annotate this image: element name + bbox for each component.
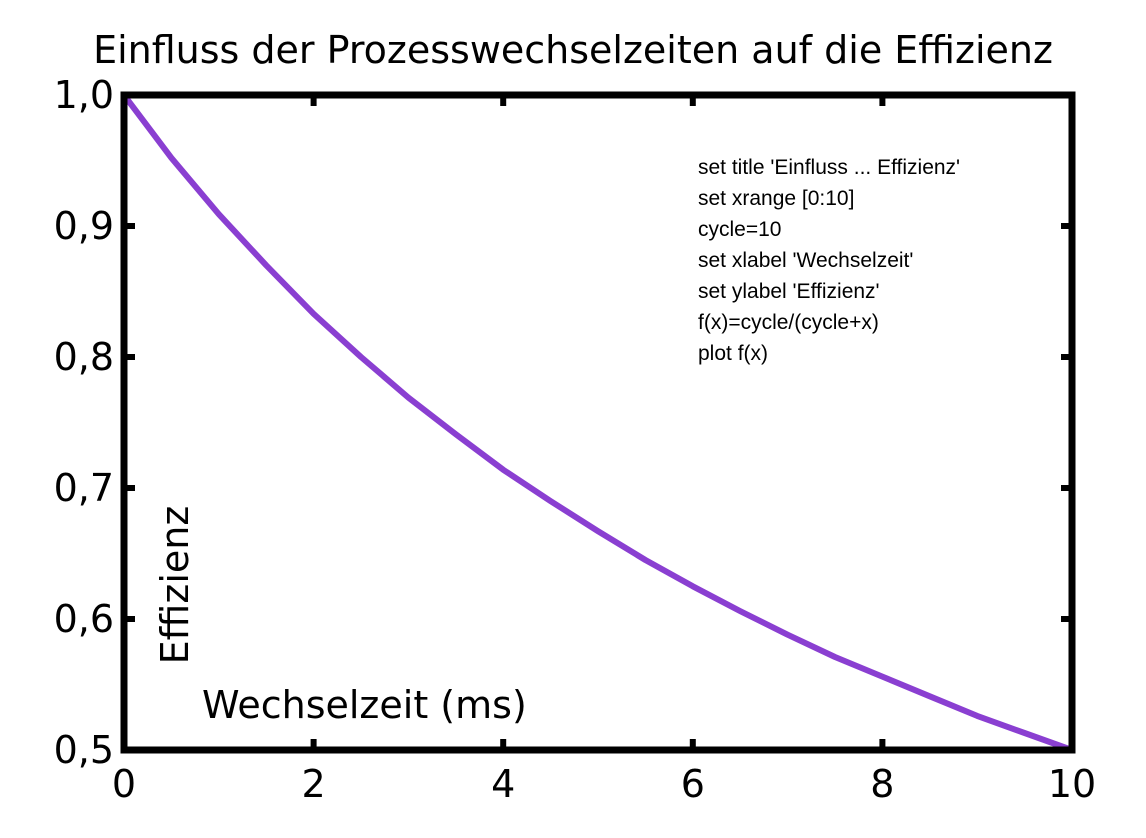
y-tick-label: 0,6 [54, 597, 114, 641]
code-line: set title 'Einfluss ... Effizienz' [698, 156, 960, 179]
y-tick-label: 1,0 [54, 73, 114, 117]
code-line: set ylabel 'Effizienz' [698, 280, 880, 303]
y-tick-label: 0,7 [54, 466, 114, 510]
y-axis-ticks: 0,5 0,6 0,7 0,8 0,9 1,0 [54, 73, 1072, 772]
series-line [121, 92, 1075, 753]
gnuplot-code-annotation: set title 'Einfluss ... Effizienz' set xr… [698, 156, 960, 365]
series-layer [121, 92, 1075, 753]
chart-title: Einfluss der Prozesswechselzeiten auf di… [93, 28, 1053, 72]
y-tick-label: 0,5 [54, 728, 114, 772]
x-tick-label: 8 [870, 762, 894, 806]
code-line: f(x)=cycle/(cycle+x) [698, 311, 879, 334]
code-line: set xrange [0:10] [698, 187, 854, 210]
y-axis-label: Effizienz [153, 506, 197, 665]
code-line: plot f(x) [698, 342, 768, 365]
y-tick-label: 0,9 [54, 204, 114, 248]
x-axis-label: Wechselzeit (ms) [202, 683, 527, 727]
x-tick-label: 10 [1048, 762, 1096, 806]
x-tick-label: 2 [302, 762, 326, 806]
plot-frame [120, 91, 1076, 754]
x-tick-label: 0 [112, 762, 136, 806]
x-tick-label: 4 [491, 762, 515, 806]
code-line: set xlabel 'Wechselzeit' [698, 249, 913, 272]
code-line: cycle=10 [698, 218, 781, 241]
y-tick-label: 0,8 [54, 335, 114, 379]
x-tick-label: 6 [681, 762, 705, 806]
